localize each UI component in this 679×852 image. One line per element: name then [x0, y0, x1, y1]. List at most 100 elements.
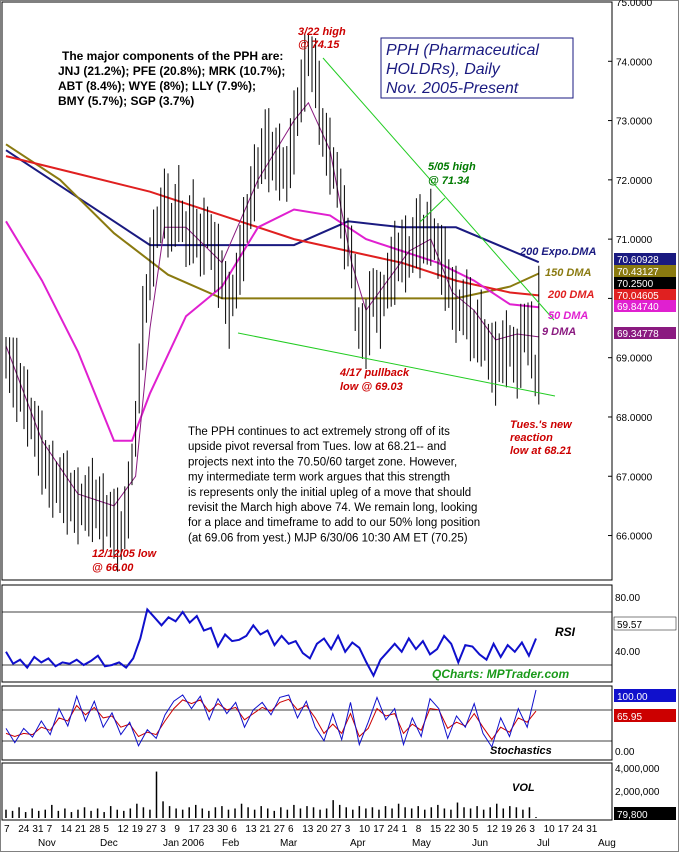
rsi-tick-label: 40.00 — [615, 647, 640, 658]
x-day-label: 19 — [501, 824, 513, 835]
ma-legend: 200 Expo.DMA 150 DMA 200 DMA 50 DMA 9 DM… — [519, 246, 596, 338]
rsi-panel — [1, 584, 613, 683]
x-month-label: Jun — [472, 838, 488, 849]
components-line: JNJ (21.2%); PFE (20.8%); MRK (10.7%); — [58, 64, 285, 78]
x-day-label: 12 — [487, 824, 499, 835]
x-month-label: Aug — [598, 838, 616, 849]
value-label-text: 70.60928 — [617, 255, 659, 266]
value-label-text: 69.34778 — [617, 329, 659, 340]
x-day-label: 20 — [316, 824, 328, 835]
x-day-label: 1 — [402, 824, 408, 835]
value-label-text: 70.2500 — [617, 279, 654, 290]
x-day-label: 24 — [572, 824, 584, 835]
x-axis-day-labels: 7 24 31 7 14 21 28 5 12 19 27 3 9 17 23 30 6 13 21 27 6 13 20 2… — [4, 824, 598, 835]
x-day-label: 17 — [189, 824, 201, 835]
rsi-current-value: 59.57 — [617, 620, 642, 631]
stoch-current-box — [614, 689, 676, 702]
value-label-box — [614, 253, 676, 265]
volume-label: VOL — [512, 782, 535, 794]
chart-title-box: PPH (Pharmaceutical HOLDRs), Daily Nov. … — [380, 37, 574, 99]
x-day-label: 6 — [231, 824, 237, 835]
stochastics-d-line — [5, 698, 537, 741]
value-label-box — [614, 265, 676, 277]
x-month-label: Apr — [350, 838, 366, 849]
x-day-label: 6 — [288, 824, 294, 835]
x-day-label: 27 — [274, 824, 286, 835]
commentary-line: projects next into the 70.50/60 target z… — [188, 456, 457, 468]
value-label-box — [614, 327, 676, 339]
x-day-label: 27 — [331, 824, 343, 835]
x-day-label: 30 — [217, 824, 229, 835]
annotation-march-high: 3/22 high — [298, 26, 346, 38]
rsi-tick-label: 80.00 — [615, 593, 640, 604]
x-day-label: 19 — [132, 824, 144, 835]
legend-200-dma: 200 DMA — [547, 289, 595, 301]
x-day-label: 31 — [586, 824, 598, 835]
title-box-border — [380, 37, 574, 99]
stoch-current-k: 100.00 — [617, 692, 648, 703]
rsi-label: RSI — [555, 625, 576, 639]
x-day-label: 22 — [444, 824, 456, 835]
annotation-tuesday-low: reaction — [510, 432, 553, 444]
x-day-label: 5 — [103, 824, 109, 835]
price-tick-label: 75.0000 — [616, 0, 653, 9]
legend-200-expo-dma: 200 Expo.DMA — [519, 246, 596, 258]
x-day-label: 13 — [245, 824, 257, 835]
components-heading: The major components of the PPH are: — [62, 49, 283, 63]
x-day-label: 5 — [473, 824, 479, 835]
volume-current-value: 79,800 — [617, 810, 648, 821]
x-month-label: Jul — [537, 838, 550, 849]
x-month-label: Feb — [222, 838, 240, 849]
x-day-label: 27 — [146, 824, 158, 835]
x-day-label: 30 — [458, 824, 470, 835]
stochastics-k-line — [5, 689, 537, 749]
commentary-line: is represents only the initial upleg of … — [188, 487, 471, 499]
x-month-label: Dec — [100, 838, 118, 849]
ma-line — [5, 208, 539, 442]
stoch-current-d: 65.95 — [617, 712, 642, 723]
x-day-label: 3 — [160, 824, 166, 835]
x-month-label: Jan 2006 — [163, 838, 205, 849]
commentary-line: The PPH continues to act extremely stron… — [188, 426, 450, 438]
price-bars — [5, 34, 540, 572]
value-label-text: 70.43127 — [617, 267, 659, 278]
x-day-label: 17 — [558, 824, 570, 835]
legend-150-dma: 150 DMA — [545, 267, 592, 279]
x-day-label: 24 — [18, 824, 30, 835]
x-day-label: 26 — [515, 824, 527, 835]
rsi-line — [5, 607, 537, 678]
x-day-label: 10 — [544, 824, 556, 835]
annotation-april-pullback: 4/17 pullback — [339, 367, 410, 379]
trendlines — [237, 57, 556, 397]
price-tick-label: 74.0000 — [616, 57, 653, 68]
value-label-text: 69.84740 — [617, 302, 659, 313]
x-day-label: 7 — [4, 824, 10, 835]
x-day-label: 21 — [75, 824, 87, 835]
chart-title-line: PPH (Pharmaceutical — [386, 42, 539, 59]
commentary-line: revisit the March high above 74. We rema… — [188, 502, 477, 514]
x-axis-month-labels: Nov Dec Jan 2006 Feb Mar Apr May Jun Jul Aug — [38, 838, 616, 849]
stoch-tick-label: 0.00 — [615, 747, 635, 758]
commentary-line: (at 69.06 from yest.) MJP 6/30/06 10:30 … — [188, 532, 468, 544]
rsi-current-box — [613, 616, 677, 631]
price-tick-label: 67.0000 — [616, 472, 653, 483]
x-day-label: 3 — [529, 824, 535, 835]
x-month-label: Mar — [280, 838, 298, 849]
x-day-label: 12 — [118, 824, 130, 835]
commentary-line: upside pivot reversal from Tues. low at … — [188, 441, 446, 453]
lower-trendline — [237, 332, 556, 397]
commentary-line: my intermediate term work argues that th… — [188, 472, 450, 484]
commentary-line: for a place and timeframe to add to our … — [188, 517, 480, 529]
volume-panel — [1, 762, 613, 821]
x-day-label: 13 — [302, 824, 314, 835]
x-day-label: 9 — [174, 824, 180, 835]
x-month-label: Nov — [38, 838, 56, 849]
x-day-label: 24 — [387, 824, 399, 835]
commentary-text: The PPH continues to act extremely stron… — [188, 426, 480, 544]
price-panel — [1, 1, 613, 581]
volume-bars — [5, 771, 537, 818]
annotation-tuesday-low: Tues.'s new — [510, 419, 573, 431]
price-tick-label: 72.0000 — [616, 176, 653, 187]
